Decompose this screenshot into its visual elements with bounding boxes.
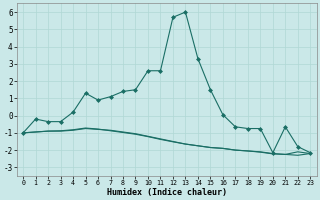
X-axis label: Humidex (Indice chaleur): Humidex (Indice chaleur) xyxy=(107,188,227,197)
